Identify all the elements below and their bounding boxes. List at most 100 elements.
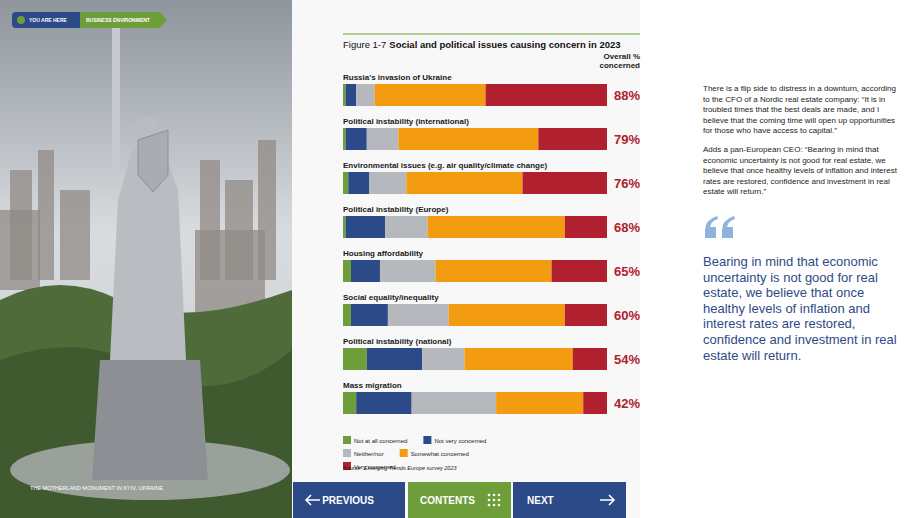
category-label: Housing affordability [343,249,424,258]
contents-icon-dot[interactable] [498,504,501,507]
bar-segment [583,392,607,414]
bar-segment [343,172,348,194]
contents-icon-dot[interactable] [498,499,501,502]
total-label: 54% [614,352,640,367]
photo-trees [0,347,292,518]
totals-header: Overall %concerned [600,52,641,70]
bar-segment [552,260,607,282]
bar-segment [496,392,583,414]
bar-segment [388,304,449,326]
contents-icon-dot[interactable] [488,494,491,497]
paragraph: There is a flip side to distress in a do… [703,84,897,137]
breadcrumb-text: BUSINESS ENVIRONMENT [86,17,150,23]
photo-shield [138,130,168,192]
legend-swatch [343,436,351,444]
nav-label[interactable]: PREVIOUS [322,495,374,506]
photo-sky [0,0,292,518]
side-panel-bg [640,0,920,518]
quote-icon [703,214,897,240]
breadcrumb-icon [17,16,25,24]
category-label: Mass migration [343,381,402,390]
bar-segment [538,128,607,150]
bar-segment [343,348,367,370]
plot-area [343,84,607,414]
arrow-right[interactable] [600,495,614,505]
arrow-left[interactable] [306,495,320,505]
bar-segment [385,216,427,238]
legend-item: Neither/nor [343,449,384,457]
contents-icon-dot[interactable] [488,504,491,507]
chart-title: Figure 1-7Social and political issues ca… [343,39,621,50]
total-label: 88% [614,88,640,103]
photo [0,0,292,518]
photo-caption: THE MOTHERLAND MONUMENT IN KYIV, UKRAINE [30,485,163,491]
nav-button-bg[interactable] [513,482,626,518]
category-label: Political instability (international) [343,117,469,126]
totals-header-line: Overall % [604,52,640,61]
nav-button[interactable]: CONTENTS [408,482,511,518]
quote-mark [705,216,718,238]
bar-segment [464,348,572,370]
bar-segment [356,84,374,106]
bar-segment [346,84,357,106]
bar-segment [346,128,367,150]
contents-icon-dot[interactable] [498,494,501,497]
nav-button[interactable]: PREVIOUS [293,482,405,518]
nav-button-bg[interactable] [408,482,511,518]
legend-swatch [400,449,408,457]
bar-segment [343,304,351,326]
legend-label: Not at all concerned [354,438,407,444]
bar-segment [348,172,369,194]
category-label: Political instability (Europe) [343,205,449,214]
nav-button[interactable]: NEXT [513,482,626,518]
bar-segment [486,84,607,106]
bar-segment [343,216,346,238]
bar-segment [406,172,522,194]
bar-segment [346,216,386,238]
bar-segment [435,260,551,282]
category-label: Social equality/inequality [343,293,439,302]
bar-segment [343,392,356,414]
bar-segment [412,392,496,414]
bar-segment [351,260,380,282]
bar-segment [449,304,565,326]
contents-icon-dot[interactable] [493,499,496,502]
photo-pedestal [92,360,208,480]
nav-label[interactable]: CONTENTS [420,495,475,506]
total-label: 79% [614,132,640,147]
breadcrumb-bg [12,12,80,28]
bar-segment [343,128,346,150]
bar-segment [523,172,607,194]
source: Source:Emerging Trends Europe survey 202… [343,465,457,471]
contents-icon-dot[interactable] [493,504,496,507]
nav-label[interactable]: NEXT [527,495,554,506]
bar-segment [367,348,422,370]
total-label: 60% [614,308,640,323]
category-label: Political instability (national) [343,337,452,346]
legend-label: Somewhat concerned [411,451,469,457]
legend-label: Not very concerned [434,438,486,444]
total-label: 65% [614,264,640,279]
legend-item: Somewhat concerned [400,449,469,457]
bar-segment [565,216,607,238]
contents-icon-dot[interactable] [488,499,491,502]
legend-label: Neither/nor [354,451,384,457]
contents-icon-dot[interactable] [493,494,496,497]
source-text: Emerging Trends Europe survey 2023 [364,465,457,471]
bar-segment [565,304,607,326]
breadcrumb-bg [80,12,167,28]
legend-swatch [343,449,351,457]
photo-building [0,210,40,290]
source-label: Source: [343,465,362,471]
totals-header-line: concerned [600,61,641,70]
total-label: 76% [614,176,640,191]
bar-segment [367,128,399,150]
bar-segment [427,216,564,238]
legend-item: Not at all concerned [343,436,407,444]
nav-button-bg[interactable] [293,482,405,518]
bar-segment [351,304,388,326]
category-label: Russia's invasion of Ukraine [343,73,452,82]
side-panel: There is a flip side to distress in a do… [703,84,897,363]
bar-segment [356,392,411,414]
photo-building [38,150,54,280]
